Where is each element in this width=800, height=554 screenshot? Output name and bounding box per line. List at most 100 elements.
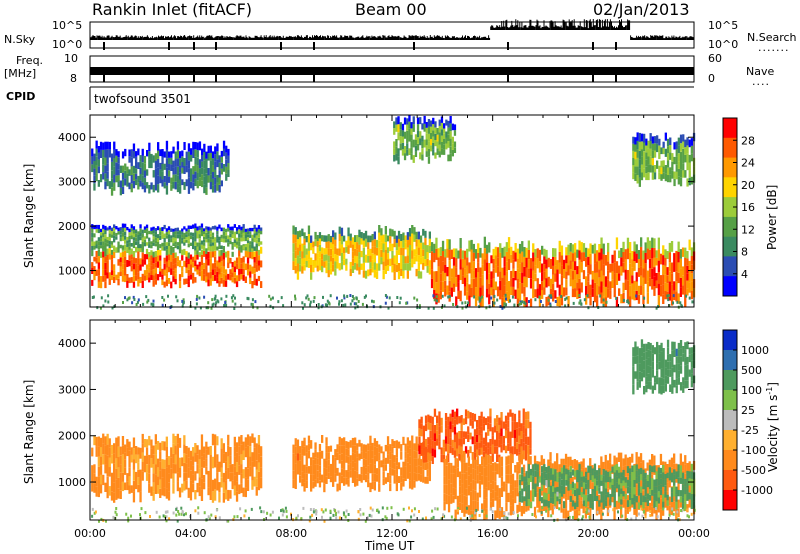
velocity-cell bbox=[529, 475, 533, 482]
power-cell bbox=[378, 255, 381, 264]
power-cell bbox=[393, 263, 396, 272]
power-cell bbox=[638, 177, 641, 187]
velocity-cell bbox=[444, 436, 448, 444]
velocity-cell bbox=[545, 473, 548, 481]
velocity-cell bbox=[554, 493, 557, 500]
velocity-cell bbox=[511, 429, 514, 438]
velocity-cell bbox=[534, 463, 537, 471]
power-cell bbox=[196, 180, 199, 189]
velocity-cell bbox=[649, 381, 652, 390]
power-cell bbox=[367, 242, 370, 250]
velocity-cell bbox=[422, 475, 425, 483]
velocity-cell bbox=[671, 359, 674, 368]
velocity-cell bbox=[578, 476, 581, 483]
power-cell bbox=[110, 161, 114, 171]
velocity-cell bbox=[496, 496, 499, 507]
velocity-cell bbox=[545, 493, 548, 500]
power-cell bbox=[145, 224, 149, 229]
power-cell bbox=[91, 148, 94, 157]
velocity-cell bbox=[632, 366, 635, 376]
velocity-cell bbox=[469, 491, 473, 501]
power-cell bbox=[176, 256, 179, 262]
velocity-cell bbox=[527, 485, 530, 492]
power-cell bbox=[384, 250, 387, 258]
power-cell bbox=[216, 143, 219, 152]
velocity-cell bbox=[422, 469, 425, 476]
velocity-cell bbox=[207, 470, 210, 479]
power-cell bbox=[174, 238, 177, 242]
power-cell bbox=[682, 156, 685, 164]
velocity-cell bbox=[484, 417, 488, 426]
power-cell bbox=[91, 296, 94, 299]
velocity-cell bbox=[100, 517, 103, 521]
velocity-cell bbox=[220, 458, 223, 468]
power-cell bbox=[205, 248, 208, 254]
velocity-cell bbox=[458, 431, 461, 439]
power-cell bbox=[485, 253, 489, 263]
velocity-cell bbox=[568, 515, 571, 519]
velocity-cell bbox=[656, 377, 659, 385]
power-cell bbox=[163, 269, 166, 276]
velocity-cell bbox=[659, 498, 663, 510]
velocity-cell bbox=[318, 472, 322, 481]
power-cell bbox=[165, 249, 168, 256]
power-cell bbox=[121, 257, 125, 264]
power-cell bbox=[463, 268, 467, 278]
power-cell bbox=[679, 143, 683, 152]
velocity-cell bbox=[591, 489, 594, 496]
power-cell bbox=[329, 242, 333, 249]
power-cell bbox=[253, 233, 256, 238]
power-cell bbox=[457, 290, 460, 299]
power-cell bbox=[648, 277, 652, 287]
power-cell bbox=[128, 156, 131, 163]
velocity-cell bbox=[243, 514, 246, 518]
velocity-cell bbox=[137, 447, 140, 455]
power-cell bbox=[323, 235, 326, 242]
velocity-cell bbox=[112, 515, 115, 519]
power-cell bbox=[556, 269, 559, 279]
freq-tick-bottom: 8 bbox=[70, 72, 77, 85]
power-cell bbox=[470, 239, 473, 250]
velocity-cell bbox=[442, 447, 445, 455]
power-cell bbox=[510, 278, 513, 287]
power-cell bbox=[139, 232, 142, 237]
power-cell bbox=[690, 273, 693, 282]
power-cell bbox=[170, 157, 173, 165]
velocity-cell bbox=[504, 445, 508, 454]
velocity-cell bbox=[325, 468, 328, 477]
velocity-cell bbox=[664, 359, 667, 368]
velocity-cell bbox=[662, 494, 665, 502]
power-cell bbox=[165, 245, 168, 250]
power-cell bbox=[128, 255, 131, 261]
power-cell bbox=[433, 253, 436, 263]
velocity-cell bbox=[656, 370, 659, 378]
velocity-cell bbox=[620, 477, 623, 484]
velocity-cell bbox=[480, 418, 483, 427]
power-cell bbox=[216, 299, 219, 303]
velocity-cell bbox=[666, 472, 669, 479]
velocity-cell bbox=[672, 512, 675, 516]
power-cell bbox=[148, 241, 151, 245]
velocity-cell bbox=[545, 467, 548, 474]
velocity-cell bbox=[132, 448, 136, 460]
velocity-cell bbox=[342, 511, 345, 515]
power-cell bbox=[249, 277, 252, 285]
velocity-cell bbox=[269, 513, 272, 517]
power-cell bbox=[251, 234, 254, 239]
velocity-cell bbox=[558, 488, 561, 494]
power-cell bbox=[325, 254, 328, 261]
velocity-cell bbox=[640, 474, 643, 481]
velocity-cell bbox=[121, 472, 125, 482]
velocity-cell bbox=[507, 512, 510, 516]
power-cell bbox=[327, 255, 330, 263]
velocity-cell bbox=[196, 445, 199, 455]
power-cell bbox=[108, 253, 111, 260]
power-cell bbox=[296, 231, 300, 240]
velocity-cell bbox=[321, 515, 323, 519]
velocity-cell bbox=[285, 515, 288, 519]
power-cell bbox=[434, 133, 437, 140]
power-cell bbox=[260, 230, 263, 235]
velocity-cell bbox=[292, 462, 295, 471]
velocity-cell bbox=[534, 490, 537, 497]
velocity-cell bbox=[185, 472, 188, 481]
